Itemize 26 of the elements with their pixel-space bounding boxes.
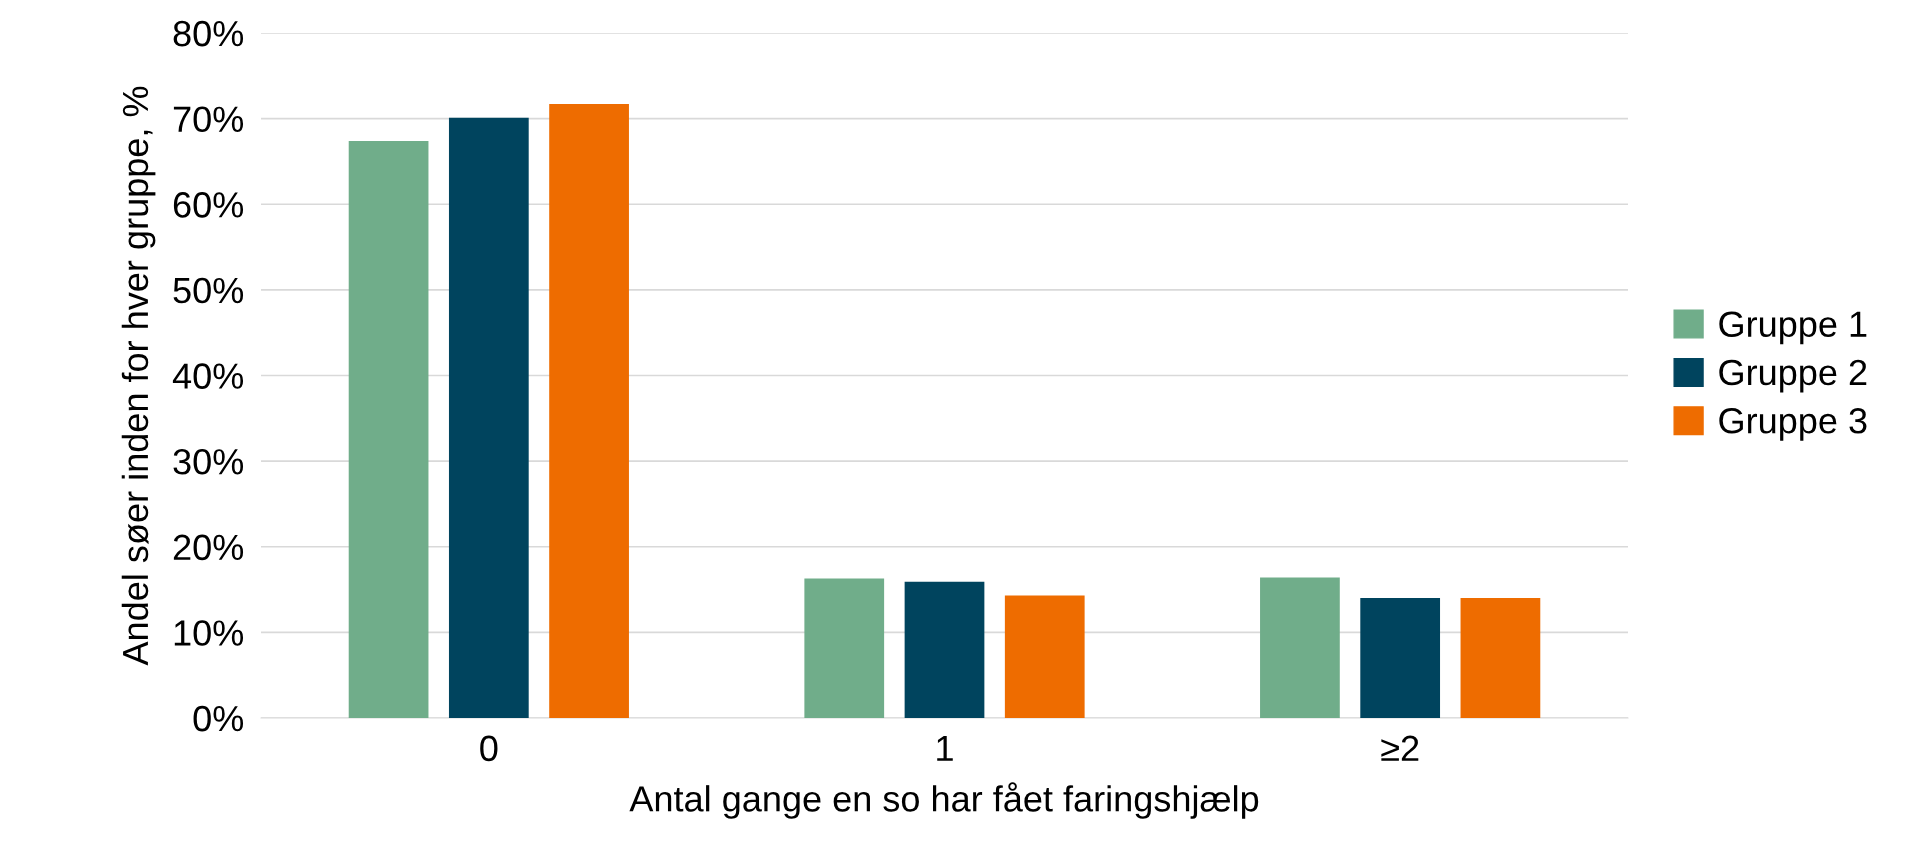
y-tick-label: 50% [173,277,244,304]
y-tick-label: 20% [173,534,244,561]
bar [804,578,885,718]
y-tick-label: 0% [193,705,244,732]
legend-label: Gruppe 3 [1719,408,1867,441]
x-tick-label: 1 [937,735,953,761]
y-tick-label: 40% [172,363,244,389]
legend-label: Gruppe 1 [1719,311,1867,345]
y-tick-label: 80% [173,20,244,47]
x-tick-label: 0 [480,735,498,762]
bar [1260,577,1340,718]
bar [904,581,985,718]
y-tick-label: 30% [173,448,244,475]
bar [448,117,529,718]
y-axis-title: Andel søer inden for hver gruppe, % [121,86,156,666]
x-axis-title: Antal gange en so har fået faringshjælp [629,782,1259,819]
y-tick-label: 60% [173,192,244,218]
bar [1460,598,1541,718]
bar [1360,598,1441,718]
y-tick-label: 70% [173,106,244,133]
y-tick-label: 10% [174,620,244,646]
bar [348,140,429,718]
x-tick-label: ≥2 [1381,735,1419,761]
bar [549,104,629,718]
legend-label: Gruppe 2 [1719,359,1867,393]
bar [1004,595,1085,718]
